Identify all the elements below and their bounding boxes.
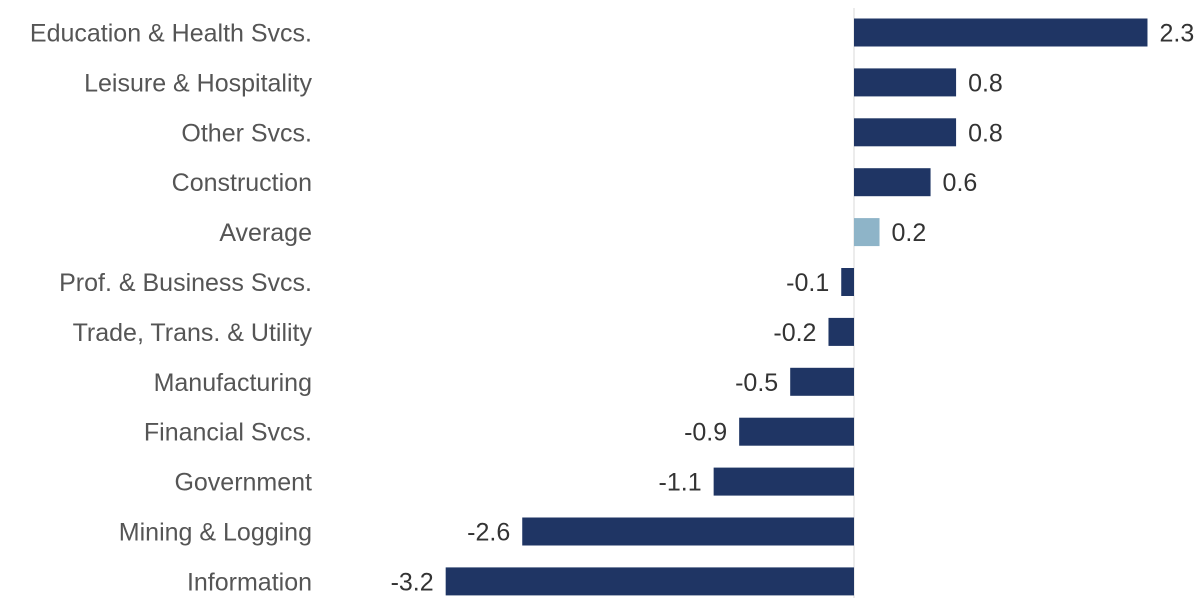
category-labels: Education & Health Svcs. Leisure & Hospit…	[30, 20, 313, 597]
value-label-information: -3.2	[391, 568, 434, 596]
bar-average	[854, 218, 880, 247]
value-label-prof-and-business-svcs: -0.1	[786, 269, 829, 297]
bar-trade-trans-and-utility	[828, 317, 854, 346]
bar-education-and-health-svcs	[854, 18, 1148, 47]
bar-government	[713, 467, 854, 496]
category-label-trade-trans-and-utility: Trade, Trans. & Utility	[73, 319, 313, 347]
category-label-government: Government	[174, 469, 312, 497]
bar-information	[445, 567, 854, 596]
bars	[445, 18, 1148, 596]
bar-other-svcs	[854, 118, 957, 147]
category-label-leisure-and-hospitality: Leisure & Hospitality	[84, 69, 312, 97]
category-label-financial-svcs: Financial Svcs.	[144, 419, 312, 447]
category-label-prof-and-business-svcs: Prof. & Business Svcs.	[59, 269, 312, 297]
bar-manufacturing	[790, 367, 854, 396]
category-label-mining-and-logging: Mining & Logging	[119, 519, 312, 547]
value-label-education-and-health-svcs: 2.3	[1159, 20, 1194, 48]
category-label-other-svcs: Other Svcs.	[181, 119, 312, 147]
category-label-construction: Construction	[172, 169, 312, 197]
bar-financial-svcs	[739, 417, 854, 446]
value-label-government: -1.1	[659, 469, 702, 497]
category-label-information: Information	[187, 568, 312, 596]
value-labels: 2.3 0.8 0.8 0.6 0.2 -0.1 -0.2 -0.5 -0.9 -1.1 -2.6 -…	[391, 20, 1195, 597]
value-label-manufacturing: -0.5	[735, 369, 778, 397]
value-label-trade-trans-and-utility: -0.2	[773, 319, 816, 347]
value-label-other-svcs: 0.8	[968, 119, 1003, 147]
category-label-average: Average	[219, 219, 312, 247]
value-label-average: 0.2	[892, 219, 927, 247]
category-label-manufacturing: Manufacturing	[154, 369, 312, 397]
bar-mining-and-logging	[522, 517, 854, 546]
value-label-mining-and-logging: -2.6	[467, 519, 510, 547]
value-label-construction: 0.6	[943, 169, 978, 197]
bar-construction	[854, 168, 931, 197]
bar-leisure-and-hospitality	[854, 68, 957, 97]
bar-prof-and-business-svcs	[841, 268, 854, 296]
value-label-financial-svcs: -0.9	[684, 419, 727, 447]
category-label-education-and-health-svcs: Education & Health Svcs.	[30, 20, 312, 48]
value-label-leisure-and-hospitality: 0.8	[968, 69, 1003, 97]
